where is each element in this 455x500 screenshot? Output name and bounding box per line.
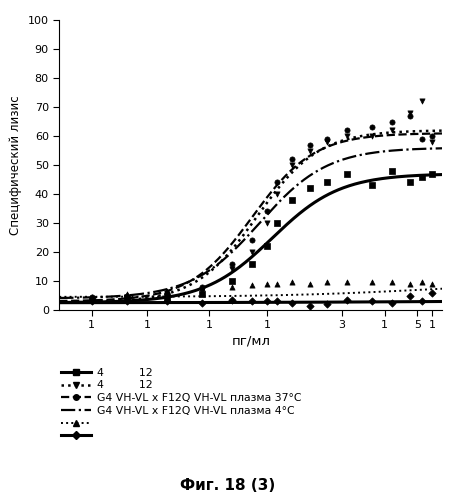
Point xyxy=(88,293,95,301)
Point xyxy=(288,298,295,306)
Point xyxy=(428,132,435,140)
Text: Фиг. 18 (3): Фиг. 18 (3) xyxy=(180,478,275,493)
Point xyxy=(405,280,413,288)
Point xyxy=(288,196,295,204)
Point xyxy=(248,260,255,268)
Point xyxy=(198,290,205,298)
Point xyxy=(273,298,280,306)
Point xyxy=(263,298,270,306)
Point xyxy=(88,293,95,301)
Point xyxy=(305,280,313,288)
Point xyxy=(418,97,425,105)
Point xyxy=(405,112,413,120)
Point xyxy=(388,118,395,126)
Point xyxy=(323,278,330,286)
Point xyxy=(305,302,313,310)
Legend: 4          12, 4          12, G4 VH-VL x F12Q VH-VL плазма 37°C, G4 VH-VL x F12Q: 4 12, 4 12, G4 VH-VL x F12Q VH-VL плазма… xyxy=(61,368,300,441)
Point xyxy=(305,184,313,192)
Point xyxy=(198,284,205,292)
Point xyxy=(343,296,350,304)
Point xyxy=(228,283,235,291)
Point xyxy=(273,178,280,186)
Point xyxy=(428,280,435,288)
Point xyxy=(388,167,395,175)
Point xyxy=(388,298,395,306)
Point xyxy=(305,146,313,154)
Point xyxy=(368,298,375,306)
Point xyxy=(248,282,255,290)
Point xyxy=(343,278,350,286)
Point xyxy=(228,277,235,285)
Point xyxy=(418,278,425,286)
Point xyxy=(368,124,375,132)
Point xyxy=(418,135,425,143)
Point xyxy=(263,280,270,288)
Point xyxy=(368,182,375,190)
Point xyxy=(263,242,270,250)
Point xyxy=(288,278,295,286)
Point xyxy=(123,298,130,306)
Point xyxy=(88,298,95,306)
Point xyxy=(288,161,295,169)
Point xyxy=(428,170,435,177)
Point xyxy=(123,290,130,298)
Point xyxy=(263,219,270,227)
Y-axis label: Специфический лизис: Специфический лизис xyxy=(9,95,22,235)
Point xyxy=(343,126,350,134)
Point xyxy=(405,292,413,300)
Point xyxy=(228,260,235,268)
Point xyxy=(248,248,255,256)
Point xyxy=(163,288,170,296)
Point xyxy=(323,138,330,146)
Point xyxy=(323,178,330,186)
Point xyxy=(248,298,255,306)
Point xyxy=(228,296,235,304)
Point xyxy=(123,296,130,304)
Point xyxy=(198,298,205,306)
Point xyxy=(343,132,350,140)
Point xyxy=(248,236,255,244)
Point xyxy=(263,208,270,216)
Point xyxy=(123,292,130,300)
Point xyxy=(368,132,375,140)
Point xyxy=(418,298,425,306)
Point xyxy=(198,283,205,291)
Point xyxy=(163,292,170,300)
Point xyxy=(88,298,95,306)
Point xyxy=(405,178,413,186)
Point xyxy=(163,293,170,301)
Point xyxy=(88,296,95,304)
Point xyxy=(305,140,313,148)
Point xyxy=(273,219,280,227)
Point xyxy=(323,300,330,308)
Point xyxy=(388,278,395,286)
Point xyxy=(323,135,330,143)
Point xyxy=(198,286,205,294)
Point xyxy=(163,298,170,306)
Point xyxy=(343,170,350,177)
Point xyxy=(388,126,395,134)
Point xyxy=(368,278,375,286)
X-axis label: пг/мл: пг/мл xyxy=(231,334,270,347)
Point xyxy=(428,138,435,146)
Point xyxy=(273,190,280,198)
Point xyxy=(123,294,130,302)
Point xyxy=(163,287,170,295)
Point xyxy=(273,280,280,288)
Point xyxy=(418,172,425,180)
Point xyxy=(288,155,295,163)
Point xyxy=(428,288,435,296)
Point xyxy=(405,109,413,117)
Point xyxy=(228,266,235,274)
